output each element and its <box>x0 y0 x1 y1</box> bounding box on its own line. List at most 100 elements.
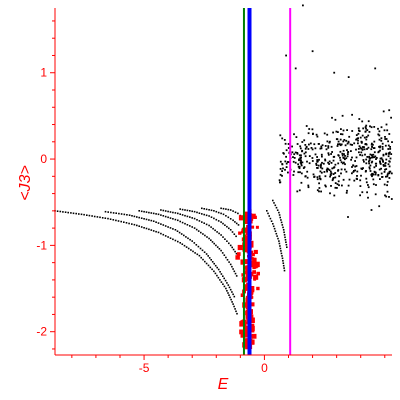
cloud-point <box>386 173 389 176</box>
cloud-point <box>390 198 393 200</box>
cloud-point <box>382 110 385 113</box>
cloud-point <box>387 140 389 143</box>
cloud-point <box>320 190 322 193</box>
cloud-point <box>373 147 376 149</box>
cloud-point <box>319 170 322 173</box>
curve-point <box>140 210 143 213</box>
curve-point <box>145 227 148 230</box>
cloud-point <box>362 146 364 148</box>
curve-point <box>140 217 143 219</box>
cloud-point <box>294 151 297 154</box>
cloud-point <box>338 184 340 187</box>
curve-point <box>223 254 226 256</box>
cloud-point <box>365 158 368 161</box>
curve-point <box>150 229 153 231</box>
cloud-point <box>324 159 327 162</box>
cloud-point <box>363 160 365 163</box>
cloud-point <box>378 130 381 133</box>
cloud-point <box>330 172 333 175</box>
cloud-point <box>382 160 384 163</box>
cloud-point <box>365 138 368 141</box>
cloud-point <box>384 144 387 147</box>
curve-point <box>196 211 198 214</box>
curve-point <box>231 291 233 293</box>
cloud-point <box>287 171 289 174</box>
cloud-point <box>347 184 350 187</box>
cloud-point <box>367 134 370 137</box>
cloud-point <box>375 184 377 186</box>
cloud-point <box>370 173 373 176</box>
cloud-point <box>291 145 293 148</box>
curve-point <box>268 215 270 217</box>
curve-point <box>191 226 193 228</box>
cloud-point <box>370 209 373 211</box>
cloud-point <box>352 171 355 173</box>
curve-point <box>280 252 283 255</box>
red-marker <box>255 225 259 229</box>
cloud-point <box>378 168 381 171</box>
curve-point <box>285 241 287 243</box>
cloud-point <box>341 114 344 117</box>
curve-point <box>213 262 215 265</box>
curve-point <box>232 248 235 251</box>
red-marker <box>256 271 260 276</box>
curve-point <box>164 210 167 212</box>
cloud-point <box>388 165 391 168</box>
cloud-point <box>344 168 346 171</box>
curve-point <box>282 260 284 262</box>
cloud-point <box>358 118 361 120</box>
vertical-lines-layer <box>242 8 292 355</box>
cloud-point <box>359 154 361 156</box>
cloud-point <box>385 158 388 161</box>
cloud-point <box>368 159 371 162</box>
curve-point <box>181 243 184 245</box>
cloud-point <box>337 154 340 156</box>
cloud-point <box>316 189 319 192</box>
cloud-point <box>388 133 391 135</box>
curve-point <box>232 268 234 270</box>
cloud-point <box>389 146 391 148</box>
cloud-point <box>357 137 359 140</box>
curve-point <box>217 268 220 271</box>
red-marker <box>250 314 254 318</box>
cloud-point <box>391 141 393 143</box>
curve-point <box>162 224 165 226</box>
cloud-point <box>379 157 382 160</box>
cloud-point <box>318 187 321 189</box>
red-marker <box>240 261 245 265</box>
curve-point <box>56 210 59 212</box>
cloud-point <box>324 145 327 147</box>
curve-point <box>210 259 212 261</box>
curve-point <box>183 234 185 237</box>
cloud-point <box>379 149 381 152</box>
curve-point <box>176 230 179 232</box>
curve-point <box>208 224 210 227</box>
cloud-point <box>311 128 314 131</box>
curve-point <box>131 223 133 225</box>
curve-point <box>150 219 153 222</box>
cloud-point <box>387 155 390 158</box>
cloud-point <box>284 142 287 145</box>
cloud-point <box>298 165 301 168</box>
y-tick-label: -2 <box>36 325 47 339</box>
cloud-point <box>371 145 373 148</box>
curve-point <box>276 235 278 237</box>
cloud-point <box>379 160 381 163</box>
curve-point <box>91 215 93 217</box>
curve-point <box>231 265 233 268</box>
curve-point <box>211 261 214 263</box>
cloud-point <box>365 181 368 184</box>
cloud-point <box>341 152 344 155</box>
cloud-point <box>336 183 339 186</box>
cloud-point <box>281 163 284 165</box>
cloud-point <box>331 151 333 153</box>
cloud-point <box>320 147 323 150</box>
cloud-point <box>344 163 346 166</box>
curve-point <box>199 247 202 250</box>
curve-point <box>222 236 224 238</box>
cloud-point <box>353 179 356 182</box>
curve-point <box>96 216 99 218</box>
curve-point <box>282 262 285 264</box>
cloud-point <box>325 169 328 171</box>
cloud-point <box>346 149 348 151</box>
